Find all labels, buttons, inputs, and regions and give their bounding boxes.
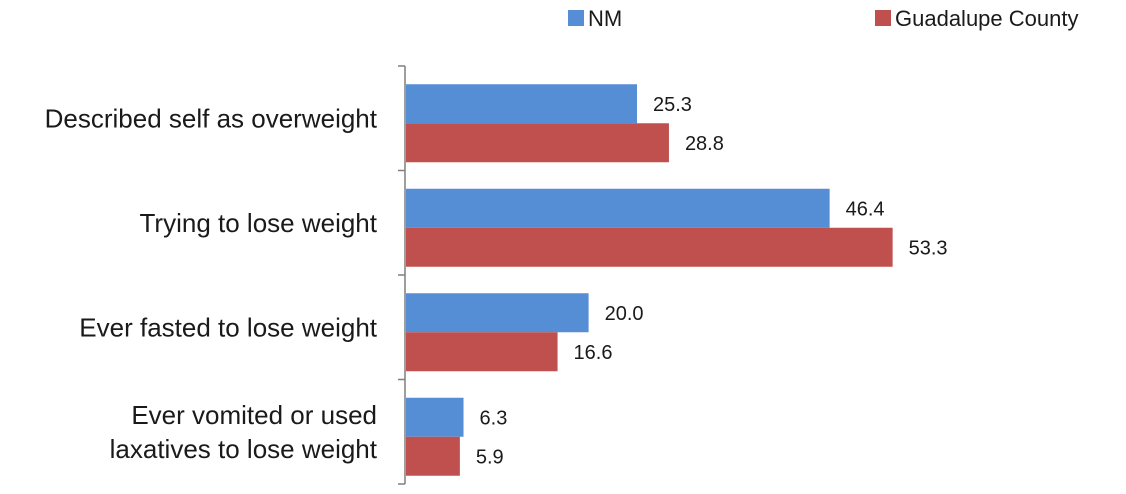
category-label-described-self-as-overweight: Described self as overweight <box>45 103 378 133</box>
bar-guadalupe-county-ever-fasted-to-lose-weight <box>406 332 558 372</box>
value-label-nm-trying-to-lose-weight: 46.4 <box>846 198 885 220</box>
value-label-nm-described-self-as-overweight: 25.3 <box>653 94 692 116</box>
bar-nm-described-self-as-overweight <box>406 84 637 124</box>
legend: NM Guadalupe County <box>568 6 1078 31</box>
bar-nm-ever-vomited-or-used-laxatives-to-lose-weight <box>406 397 464 437</box>
category-axis <box>398 65 406 485</box>
bar-nm-ever-fasted-to-lose-weight <box>406 293 589 333</box>
bar-guadalupe-county-described-self-as-overweight <box>406 123 669 163</box>
value-label-nm-ever-fasted-to-lose-weight: 20.0 <box>605 303 644 325</box>
bar-guadalupe-county-ever-vomited-or-used-laxatives-to-lose-weight <box>406 436 460 476</box>
category-labels: Described self as overweight Trying to lo… <box>45 103 378 464</box>
value-labels: 25.3 28.8 46.4 53.3 20.0 16.6 6.3 5.9 <box>476 94 948 469</box>
legend-label-nm: NM <box>588 6 622 31</box>
value-label-guadalupe-county-described-self-as-overweight: 28.8 <box>685 133 724 155</box>
bar-nm-trying-to-lose-weight <box>406 188 830 228</box>
value-label-guadalupe-county-trying-to-lose-weight: 53.3 <box>909 237 948 259</box>
category-label-ever-vomited-or-used-laxatives-to-lose-weight: Ever vomited or used laxatives to lose we… <box>110 400 378 464</box>
bars <box>406 84 893 476</box>
legend-swatch-guadalupe-county <box>875 10 891 26</box>
category-label-trying-to-lose-weight: Trying to lose weight <box>140 208 378 238</box>
value-label-guadalupe-county-ever-fasted-to-lose-weight: 16.6 <box>574 342 613 364</box>
legend-swatch-nm <box>568 10 584 26</box>
value-label-guadalupe-county-ever-vomited-or-used-laxatives-to-lose-weight: 5.9 <box>476 446 504 468</box>
bar-guadalupe-county-trying-to-lose-weight <box>406 227 893 267</box>
legend-label-guadalupe-county: Guadalupe County <box>895 6 1078 31</box>
value-label-nm-ever-vomited-or-used-laxatives-to-lose-weight: 6.3 <box>480 407 508 429</box>
category-label-ever-fasted-to-lose-weight: Ever fasted to lose weight <box>79 312 377 342</box>
